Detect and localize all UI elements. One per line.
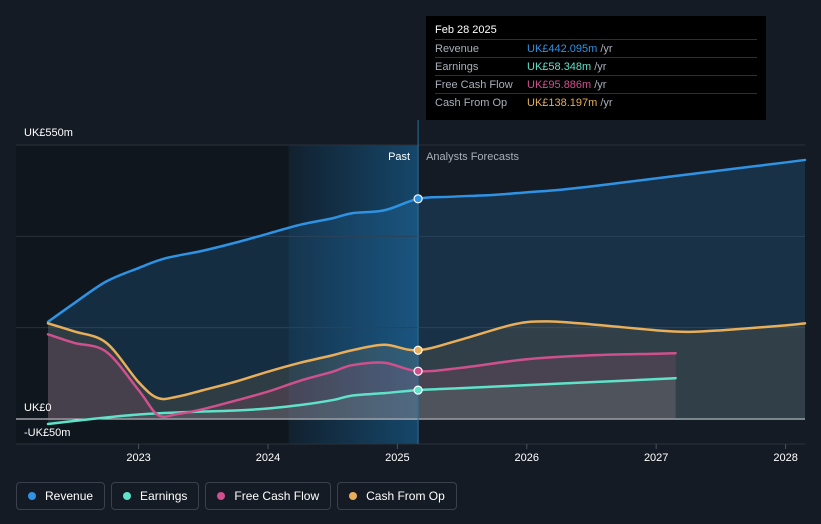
analysts-forecasts-label: Analysts Forecasts (426, 151, 519, 163)
tooltip-row-label: Revenue (435, 42, 480, 55)
tooltip-row-unit: /yr (600, 42, 613, 55)
cash-from-op-dot-icon (349, 492, 358, 500)
revenue-dot-icon (28, 492, 36, 500)
tooltip-row-value: UK£138.197m (527, 96, 598, 109)
earnings-line (46, 376, 677, 426)
x-tick-label: 2024 (256, 452, 280, 464)
tooltip-row-cash-from-op: Cash From Op UK£138.197m /yr (435, 93, 757, 111)
legend-label: Cash From Op (366, 489, 445, 503)
tooltip-row-unit: /yr (594, 60, 607, 73)
earnings-dot-icon (123, 492, 132, 500)
legend-item-revenue[interactable]: Revenue (16, 482, 106, 510)
legend-item-cash-from-op[interactable]: Cash From Op (337, 482, 457, 510)
tooltip-row-label: Free Cash Flow (435, 78, 513, 91)
legend: Revenue Earnings Free Cash Flow Cash Fro… (16, 482, 457, 510)
x-tick-label: 2025 (385, 452, 409, 464)
fcf-hover-marker (413, 366, 423, 376)
legend-item-free-cash-flow[interactable]: Free Cash Flow (205, 482, 332, 510)
x-tick-label: 2027 (644, 452, 668, 464)
fcf-line (46, 333, 677, 418)
tooltip-row-label: Cash From Op (435, 96, 508, 109)
cfo-line (46, 320, 807, 401)
legend-label: Earnings (140, 489, 188, 503)
revenue-hover-marker (413, 194, 423, 204)
x-tick-label: 2028 (773, 452, 797, 464)
tooltip-row-unit: /yr (594, 78, 607, 91)
gridlines (16, 144, 805, 445)
free-cash-flow-dot-icon (217, 492, 226, 500)
legend-label: Revenue (45, 489, 94, 503)
y-axis-bottom-label: -UK£50m (24, 427, 70, 439)
legend-item-earnings[interactable]: Earnings (111, 482, 200, 510)
tooltip-row-value: UK£58.348m (527, 60, 592, 73)
tooltip-date: Feb 28 2025 (435, 24, 497, 36)
legend-label: Free Cash Flow (234, 489, 320, 503)
tooltip-row-revenue: Revenue UK£442.095m /yr (435, 39, 757, 57)
fcf-area (48, 334, 676, 419)
tooltip-row-free-cash-flow: Free Cash Flow UK£95.886m /yr (435, 75, 757, 93)
tooltip-row-value: UK£442.095m (527, 42, 598, 55)
earnings-hover-marker (413, 385, 423, 395)
tooltip-row-label: Earnings (435, 60, 479, 73)
cfo-hover-marker (413, 345, 423, 355)
tooltip-row-value: UK£95.886m (527, 78, 592, 91)
x-tick-label: 2023 (126, 452, 150, 464)
hover-tooltip: Feb 28 2025 Revenue UK£442.095m /yr Earn… (426, 16, 766, 120)
past-label: Past (388, 151, 410, 163)
x-axis-ticks: 2023 2024 2025 2026 2027 2028 (126, 444, 798, 464)
hover-markers (413, 194, 423, 395)
x-tick-label: 2026 (515, 452, 539, 464)
tooltip-row-earnings: Earnings UK£58.348m /yr (435, 57, 757, 75)
y-axis-top-label: UK£550m (24, 127, 73, 139)
y-axis-zero-label: UK£0 (24, 402, 52, 414)
tooltip-row-unit: /yr (600, 96, 613, 109)
